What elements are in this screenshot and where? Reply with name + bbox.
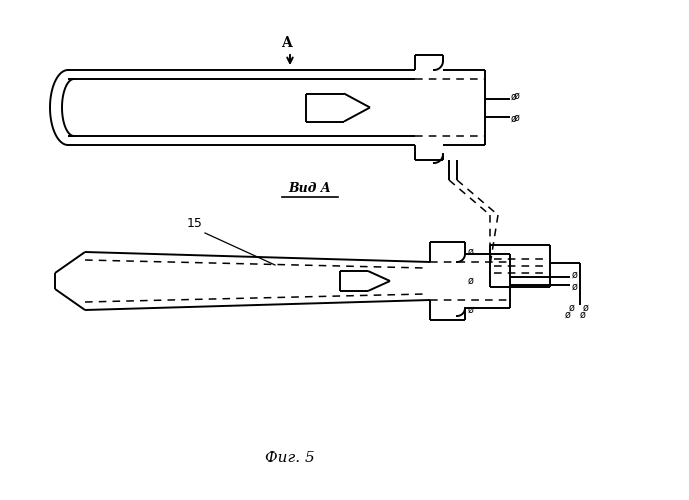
Text: ø: ø: [468, 247, 474, 257]
Text: ø: ø: [468, 276, 474, 286]
Text: Фиг. 5: Фиг. 5: [265, 451, 315, 465]
Text: ø: ø: [572, 270, 578, 280]
Text: ø: ø: [583, 303, 589, 313]
Text: ø: ø: [511, 114, 517, 124]
Text: ø: ø: [514, 112, 520, 122]
Text: A: A: [280, 36, 291, 50]
Text: ø: ø: [514, 90, 520, 101]
Text: ø: ø: [511, 92, 517, 102]
Text: ø: ø: [580, 310, 586, 320]
Text: 15: 15: [187, 217, 203, 230]
Text: ø: ø: [565, 310, 571, 320]
Text: ø: ø: [572, 282, 578, 292]
Text: Вид A: Вид A: [289, 182, 331, 195]
Text: ø: ø: [468, 305, 474, 315]
Text: ø: ø: [569, 303, 575, 313]
